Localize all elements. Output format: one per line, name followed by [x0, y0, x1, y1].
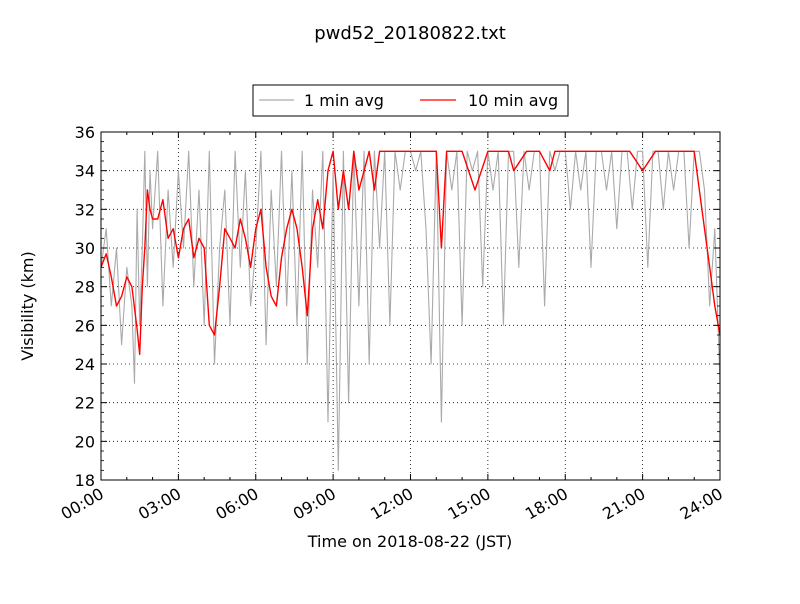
grid-layer [101, 132, 720, 480]
y-tick-label: 20 [75, 432, 95, 451]
x-axis-label: Time on 2018-08-22 (JST) [307, 532, 512, 551]
ticks-layer: 00:00 03:00 06:00 09:00 12:00 15:00 18:00 21:00… [58, 123, 726, 524]
series-line-1min-avg [100, 150, 721, 471]
legend-label-10min: 10 min avg [468, 91, 558, 110]
y-tick-label: 24 [75, 355, 95, 374]
y-tick-label: 30 [75, 239, 95, 258]
legend-label-1min: 1 min avg [304, 91, 384, 110]
y-axis-label: Visibility (km) [18, 251, 37, 360]
x-tick-label: 15:00 [444, 484, 493, 524]
x-tick-label: 06:00 [212, 484, 261, 524]
series-line-10min-avg [100, 150, 721, 355]
legend: 1 min avg 10 min avg [252, 84, 569, 117]
y-tick-label: 22 [75, 394, 95, 413]
y-tick-label: 32 [75, 200, 95, 219]
y-tick-label: 34 [75, 162, 95, 181]
legend-box [252, 84, 569, 117]
y-tick-label: 36 [75, 123, 95, 142]
chart-title: pwd52_20180822.txt [314, 23, 506, 44]
x-tick-label: 21:00 [599, 484, 648, 524]
x-tick-label: 03:00 [135, 484, 184, 524]
x-tick-label: 09:00 [290, 484, 339, 524]
x-tick-label: 18:00 [522, 484, 571, 524]
y-tick-label: 18 [75, 471, 95, 490]
x-tick-label: 24:00 [677, 484, 726, 524]
series-layer [100, 150, 721, 471]
y-tick-label: 28 [75, 278, 95, 297]
y-tick-label: 26 [75, 316, 95, 335]
x-tick-label: 12:00 [367, 484, 416, 524]
